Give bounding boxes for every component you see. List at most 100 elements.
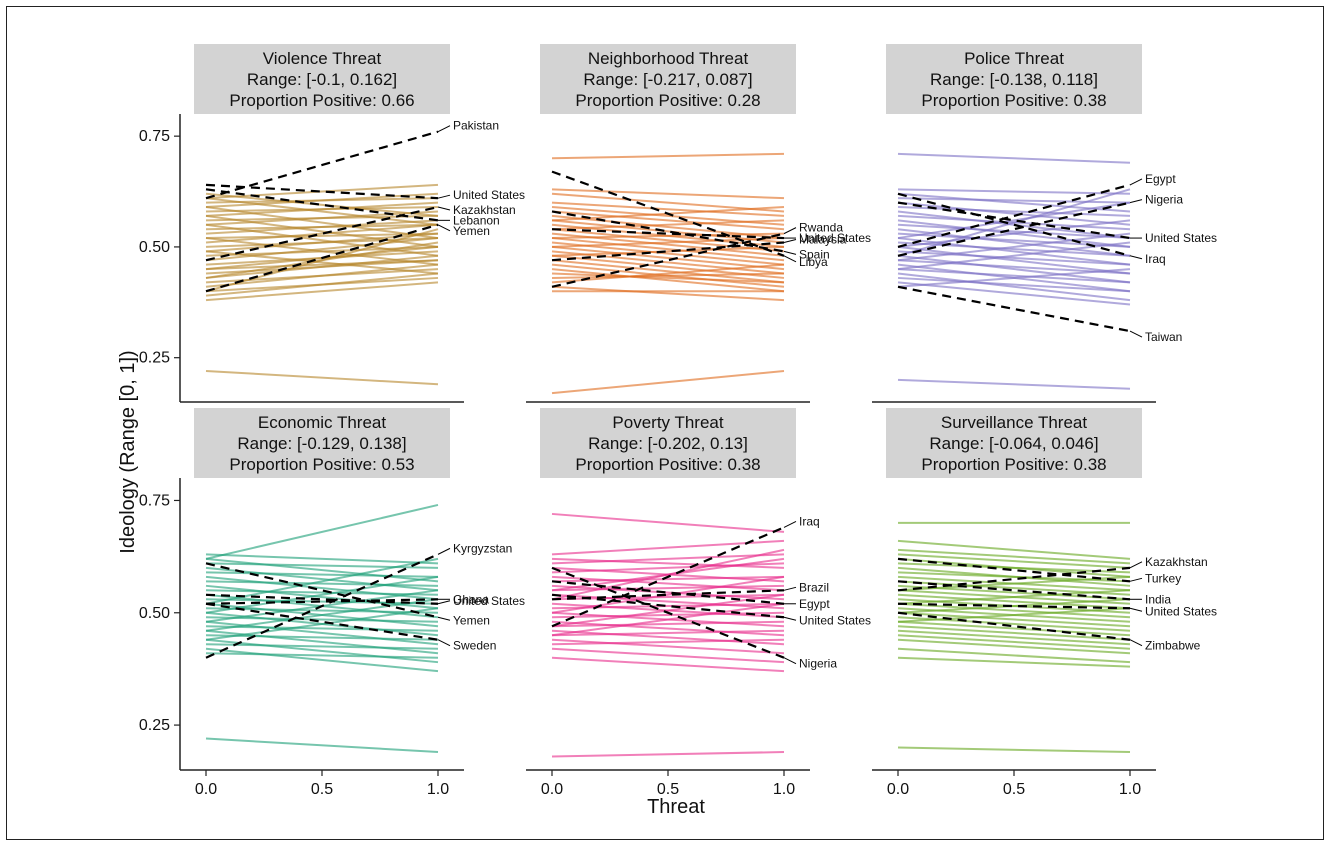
x-tick-label: 1.0 <box>773 781 795 798</box>
country-line <box>551 245 785 271</box>
country-line <box>551 611 785 619</box>
x-tick-label: 0.0 <box>887 781 909 798</box>
label-leader <box>1129 639 1143 647</box>
country-label-rwanda: Rwanda <box>799 221 843 235</box>
country-line <box>897 241 1131 271</box>
highlighted-line-united-states <box>205 593 439 605</box>
label-leader <box>1129 330 1143 338</box>
country-line <box>205 598 439 632</box>
label-leader <box>437 600 451 605</box>
country-line <box>551 219 785 231</box>
country-line <box>897 575 1131 592</box>
country-label-united-states: United States <box>453 188 525 202</box>
highlighted-line-zimbabwe <box>897 611 1131 641</box>
country-line <box>551 369 785 395</box>
label-leader <box>783 250 797 255</box>
country-line <box>897 611 1131 628</box>
x-tick-label: 0.5 <box>657 781 679 798</box>
label-leader <box>1129 255 1143 260</box>
label-leader <box>437 194 451 199</box>
country-line <box>551 210 785 231</box>
highlighted-line-yemen <box>205 562 439 619</box>
strip-range-surveillance-threat: Range: [-0.064, 0.046] <box>929 434 1098 453</box>
label-leader <box>783 227 797 235</box>
country-line <box>897 593 1131 610</box>
label-leader <box>437 206 451 211</box>
country-line <box>205 580 439 587</box>
country-line <box>897 598 1131 614</box>
country-line <box>205 647 439 673</box>
country-line <box>551 647 785 664</box>
country-label-united-states: United States <box>799 231 871 245</box>
strip-neighborhood-threat <box>540 44 796 114</box>
country-line <box>205 223 439 231</box>
highlighted-line-egypt <box>897 183 1131 248</box>
country-line <box>897 548 1131 565</box>
country-line <box>205 575 439 614</box>
label-leader <box>437 616 451 621</box>
country-label-united-states: United States <box>453 594 525 608</box>
country-line <box>897 228 1131 257</box>
y-axis-title: Ideology (Range [0, 1]) <box>117 350 139 553</box>
country-line <box>551 638 785 646</box>
country-label-yemen: Yemen <box>453 224 490 238</box>
country-line <box>897 201 1131 240</box>
country-label-ghana: Ghana <box>453 592 489 606</box>
x-tick-label: 1.0 <box>427 781 449 798</box>
country-label-united-states: United States <box>1145 604 1217 618</box>
country-line <box>551 188 785 200</box>
highlighted-line-iraq <box>897 192 1131 257</box>
x-tick-label: 0.0 <box>195 781 217 798</box>
country-line <box>205 237 439 266</box>
country-line <box>551 562 785 574</box>
country-label-egypt: Egypt <box>1145 172 1176 186</box>
country-line <box>205 259 439 271</box>
highlighted-line-kyrgyzstan <box>205 553 439 659</box>
country-line <box>897 281 1131 306</box>
highlighted-line-yemen <box>205 223 439 293</box>
country-label-spain: Spain <box>799 247 830 261</box>
highlighted-line-kazakhstan <box>897 566 1131 592</box>
country-line <box>897 638 1131 655</box>
country-line <box>551 584 785 592</box>
country-line <box>205 250 439 275</box>
country-line <box>551 584 785 601</box>
country-line <box>551 272 785 284</box>
country-line <box>551 593 785 628</box>
strip-range-police-threat: Range: [-0.138, 0.118] <box>930 70 1098 89</box>
label-leader <box>437 639 451 647</box>
country-label-united-states: United States <box>799 613 871 627</box>
country-line <box>551 272 785 279</box>
country-line <box>205 557 439 583</box>
strip-surveillance-threat <box>886 408 1142 478</box>
country-line <box>205 571 439 578</box>
country-line <box>897 152 1131 164</box>
country-line <box>205 566 439 592</box>
country-line <box>551 152 785 160</box>
country-line <box>897 250 1131 266</box>
country-line <box>551 237 785 262</box>
country-line <box>551 620 785 637</box>
country-line <box>551 575 785 614</box>
highlighted-line-egypt <box>551 580 785 605</box>
country-line <box>551 548 785 601</box>
country-line <box>205 737 439 754</box>
strip-title-police-threat: Police Threat <box>964 49 1064 68</box>
country-label-iraq: Iraq <box>1145 252 1166 266</box>
country-line <box>897 201 1131 226</box>
highlighted-line-nigeria <box>897 201 1131 257</box>
country-line <box>897 276 1131 293</box>
country-label-united-states: United States <box>1145 231 1217 245</box>
label-leader <box>1129 199 1143 204</box>
country-line <box>205 643 439 650</box>
strip-proportion-surveillance-threat: Proportion Positive: 0.38 <box>921 455 1106 474</box>
country-line <box>205 607 439 614</box>
highlighted-line-turkey <box>897 557 1131 583</box>
highlighted-line-taiwan <box>897 285 1131 333</box>
label-leader <box>783 239 797 243</box>
country-line <box>551 285 785 302</box>
country-line <box>205 638 439 664</box>
country-line <box>205 598 439 605</box>
country-line <box>551 638 785 655</box>
